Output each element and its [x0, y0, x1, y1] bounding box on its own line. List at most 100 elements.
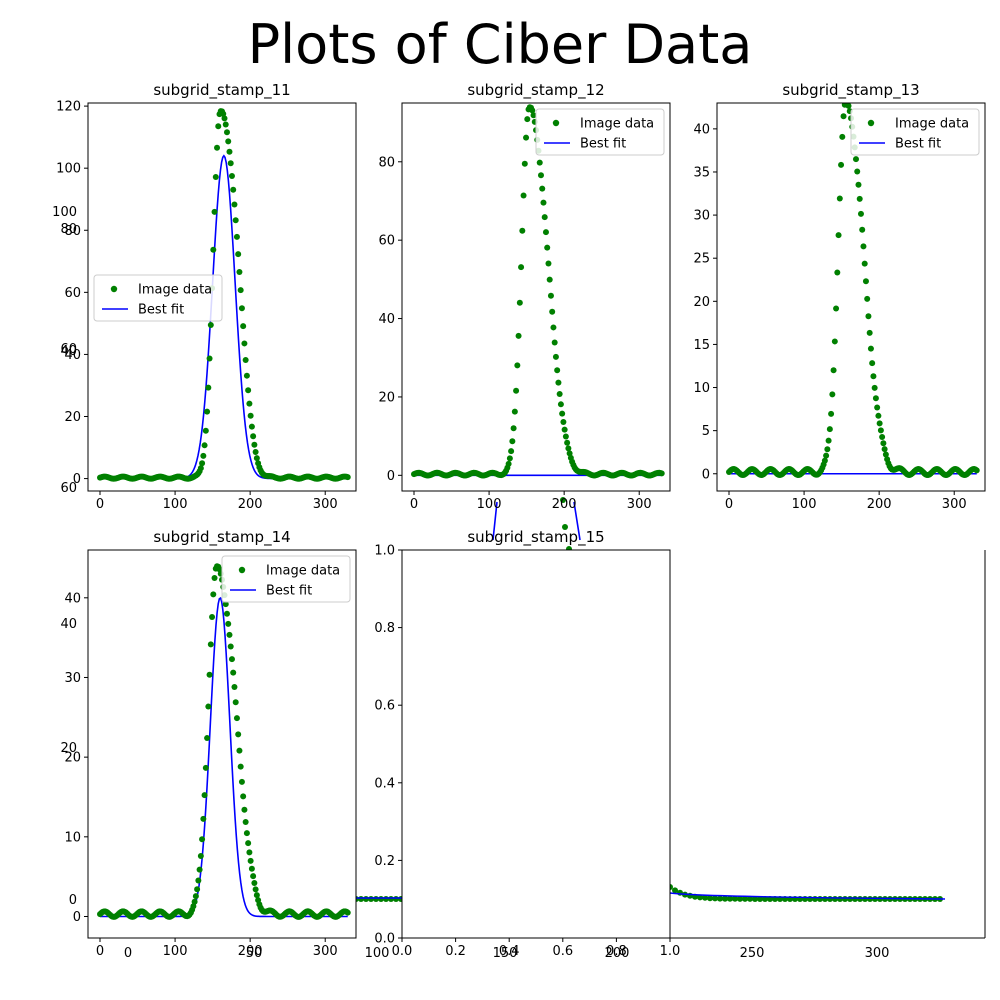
y-tick-label: 10 [693, 381, 710, 396]
subplot-title: subgrid_stamp_11 [153, 81, 290, 100]
image-data-point [861, 260, 868, 267]
image-data-point [228, 656, 235, 663]
image-data-point [230, 186, 237, 193]
image-data-point [211, 574, 218, 581]
image-data-point [243, 830, 250, 837]
plot-area [88, 550, 356, 938]
image-data-point [855, 181, 862, 188]
y-tick-label: 60 [64, 286, 81, 301]
x-tick-label: 200 [238, 944, 263, 959]
image-data-point [864, 295, 871, 302]
stray-tick-label: 50 [246, 946, 263, 961]
image-data-point [529, 107, 536, 114]
image-data-point [240, 323, 247, 330]
image-data-point [226, 148, 233, 155]
image-data-point [840, 113, 847, 120]
x-tick-label: 0.6 [552, 944, 573, 959]
image-data-point [565, 445, 572, 452]
y-tick-label: 40 [693, 122, 710, 137]
image-data-point [248, 865, 255, 872]
image-data-point [227, 643, 234, 650]
plot-series [97, 108, 351, 482]
y-tick-label: 30 [693, 209, 710, 224]
image-data-point [241, 340, 248, 347]
image-data-point [552, 353, 559, 360]
image-data-point [199, 460, 206, 467]
image-data-point [207, 641, 214, 648]
image-data-point [867, 345, 874, 352]
ghost-data-point [722, 895, 728, 902]
image-data-point [562, 433, 569, 440]
y-tick-label: 40 [378, 312, 395, 327]
image-data-point [235, 251, 242, 258]
image-data-point [829, 391, 836, 398]
image-data-point [223, 129, 230, 136]
legend-label-best-fit: Best fit [580, 137, 626, 152]
x-tick-label: 300 [313, 497, 338, 512]
image-data-point [550, 324, 557, 331]
image-data-point [856, 195, 863, 202]
image-data-point [875, 412, 882, 419]
image-data-point [564, 439, 571, 446]
stray-tick-label: 60 [60, 481, 77, 496]
image-data-point [201, 792, 208, 799]
panel-subgrid-stamp-14: 0 100 200 300 0 10 20 30 40 subgrid_stamp_14 Image… [64, 528, 357, 959]
y-tick-label: 100 [56, 162, 81, 177]
axes-frame [87, 102, 357, 492]
image-data-point [196, 866, 203, 873]
image-data-point [210, 591, 217, 598]
y-tick-label: 0 [387, 469, 395, 484]
ghost-fit-line [492, 501, 581, 541]
image-data-point [854, 168, 861, 175]
image-data-point [544, 244, 551, 251]
panel-subgrid-stamp-15: 0.0 0.2 0.4 0.6 0.8 1.0 0.0 0.2 0.4 0.6 0.8 1.0 subg… [374, 528, 680, 959]
subplot-title: subgrid_stamp_14 [153, 528, 290, 547]
image-data-point [880, 440, 887, 447]
image-data-point [192, 893, 199, 900]
ghost-data-point [762, 896, 768, 902]
y-tick-label: 20 [693, 295, 710, 310]
image-data-point [547, 292, 554, 299]
ghost-data-point [727, 895, 733, 902]
axes-frame [716, 102, 986, 492]
image-data-point [231, 201, 238, 208]
image-data-point [197, 853, 204, 860]
image-data-point [200, 452, 207, 459]
y-tick-label: 15 [693, 338, 710, 353]
image-data-point [519, 227, 526, 234]
y-tick-label: 40 [64, 348, 81, 363]
panel-subgrid-stamp-11: 0 100 200 300020406080100120subgrid_stamp_1… [56, 81, 357, 512]
image-data-point [225, 138, 232, 145]
image-data-point [233, 233, 240, 240]
image-data-point [250, 873, 257, 880]
ghost-data-point [702, 894, 708, 901]
image-data-point [516, 299, 523, 306]
image-data-point [859, 226, 866, 233]
stray-tick-label: 200 [605, 946, 630, 961]
image-data-point [235, 731, 242, 738]
image-data-point [232, 699, 239, 706]
image-data-point [561, 426, 568, 433]
image-data-point [237, 287, 244, 294]
image-data-point [874, 404, 881, 411]
ghost-data-point [737, 895, 743, 902]
image-data-point [344, 474, 351, 481]
stray-tick-label: 150 [493, 946, 518, 961]
plot-series [726, 103, 980, 479]
image-data-point [862, 278, 869, 285]
image-data-point [238, 305, 245, 312]
image-data-point [205, 703, 212, 710]
y-tick-label: 0.8 [374, 621, 395, 636]
ghost-data-point [867, 896, 873, 902]
y-tick-label: 40 [64, 591, 81, 606]
x-tick-label: 0 [725, 497, 733, 512]
image-data-point [233, 715, 240, 722]
y-tick-label: 0 [702, 467, 710, 482]
ghost-fit-line [356, 892, 946, 900]
y-tick-label: 0.6 [374, 699, 395, 714]
overlapping-axes-fragments [353, 497, 986, 939]
image-data-point [555, 379, 562, 386]
legend: Image data Best fit [850, 108, 980, 156]
image-data-point [241, 806, 248, 813]
best-fit-line [100, 596, 348, 918]
